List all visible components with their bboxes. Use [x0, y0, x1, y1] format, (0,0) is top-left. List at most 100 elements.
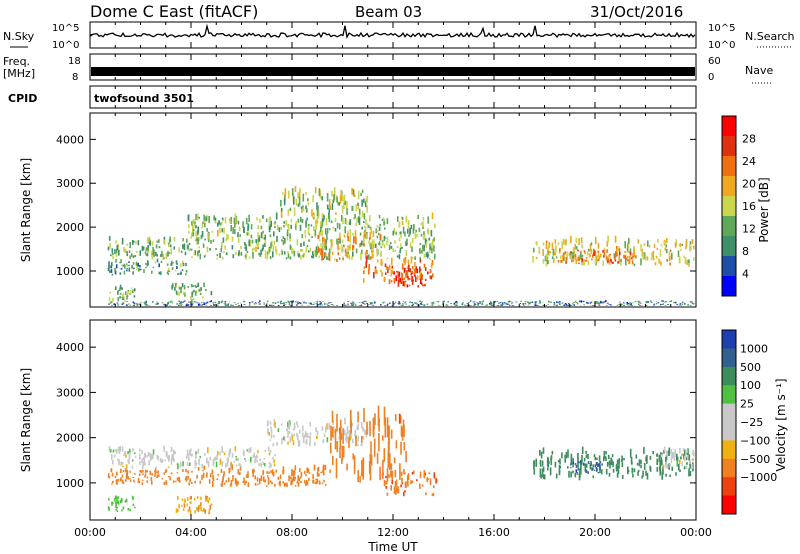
data-cell	[249, 240, 252, 247]
data-cell	[667, 450, 670, 456]
data-cell	[260, 225, 263, 230]
data-cell	[292, 473, 295, 478]
data-cell	[219, 227, 221, 234]
data-cell	[392, 248, 394, 252]
power-colorbar-tick: 28	[742, 133, 756, 146]
data-cell	[194, 460, 197, 462]
data-cell	[280, 423, 283, 426]
data-cell	[160, 457, 162, 462]
data-cell	[688, 454, 691, 461]
data-cell	[434, 253, 436, 260]
data-cell	[581, 257, 583, 262]
data-cell	[366, 223, 369, 228]
data-cell	[477, 302, 480, 305]
data-cell	[115, 248, 118, 254]
data-cell	[364, 227, 367, 231]
data-cell	[427, 478, 429, 481]
data-cell	[577, 453, 579, 459]
data-cell	[400, 305, 403, 306]
data-cell	[188, 482, 190, 486]
data-cell	[355, 237, 357, 245]
data-cell	[197, 238, 199, 245]
data-cell	[548, 461, 550, 464]
data-cell	[345, 305, 348, 306]
data-cell	[353, 217, 355, 220]
data-cell	[254, 302, 257, 303]
data-cell	[209, 301, 211, 303]
data-cell	[551, 242, 554, 250]
data-cell	[178, 247, 180, 253]
data-cell	[231, 464, 233, 471]
data-cell	[589, 302, 592, 304]
data-cell	[393, 227, 396, 234]
data-cell	[230, 224, 232, 232]
data-cell	[375, 229, 377, 233]
data-cell	[230, 220, 232, 224]
data-cell	[400, 441, 402, 455]
data-cell	[183, 292, 186, 294]
data-cell	[126, 269, 128, 272]
data-cell	[143, 461, 145, 464]
data-cell	[151, 473, 153, 476]
data-cell	[403, 469, 405, 475]
data-cell	[388, 425, 390, 445]
data-cell	[465, 304, 467, 306]
data-cell	[277, 301, 280, 303]
data-cell	[189, 478, 191, 483]
data-cell	[427, 254, 430, 257]
data-cell	[175, 285, 178, 288]
data-cell	[110, 254, 112, 257]
data-cell	[298, 440, 301, 446]
data-cell	[481, 304, 483, 306]
data-cell	[404, 301, 407, 303]
data-cell	[599, 466, 601, 470]
data-cell	[317, 303, 320, 305]
data-cell	[575, 301, 578, 303]
data-cell	[507, 303, 510, 305]
data-cell	[627, 466, 629, 475]
data-cell	[587, 471, 589, 474]
data-cell	[524, 302, 526, 304]
data-cell	[232, 227, 234, 234]
data-cell	[681, 243, 684, 246]
data-cell	[198, 462, 200, 466]
data-cell	[248, 214, 250, 222]
data-cell	[646, 256, 649, 261]
data-cell	[347, 236, 349, 242]
data-cell	[151, 254, 154, 260]
data-cell	[605, 468, 608, 475]
data-cell	[285, 302, 287, 303]
data-cell	[610, 457, 612, 465]
data-cell	[620, 262, 622, 266]
data-cell	[147, 245, 149, 252]
data-cell	[195, 286, 197, 288]
data-cell	[587, 454, 589, 459]
data-cell	[227, 234, 229, 240]
data-cell	[652, 451, 654, 455]
data-cell	[248, 304, 251, 306]
data-cell	[421, 301, 423, 303]
data-cell	[668, 463, 670, 470]
data-cell	[351, 205, 353, 211]
data-cell	[203, 303, 206, 305]
data-cell	[432, 302, 435, 304]
data-cell	[533, 468, 536, 475]
data-cell	[363, 270, 365, 275]
data-cell	[635, 255, 637, 259]
data-cell	[562, 238, 565, 246]
data-cell	[424, 235, 426, 238]
data-cell	[196, 496, 199, 499]
data-cell	[408, 234, 410, 237]
data-cell	[550, 301, 552, 303]
data-cell	[683, 466, 686, 470]
data-cell	[235, 303, 238, 305]
data-cell	[447, 301, 449, 303]
data-cell	[628, 259, 631, 261]
data-cell	[323, 479, 325, 483]
data-cell	[322, 236, 324, 243]
data-cell	[397, 282, 400, 287]
data-cell	[619, 301, 621, 303]
data-cell	[414, 256, 416, 260]
data-cell	[146, 253, 149, 257]
data-cell	[424, 283, 426, 287]
